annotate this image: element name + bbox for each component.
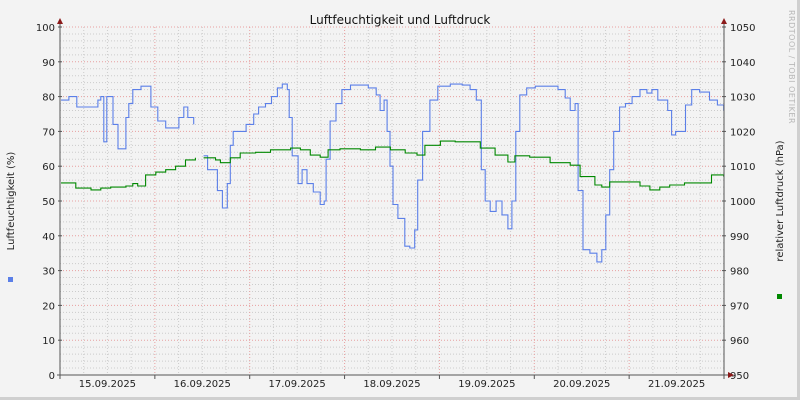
y-tick-label: 20	[42, 301, 55, 312]
y-tick-label: 70	[42, 127, 55, 138]
y2-tick-label: 960	[730, 336, 749, 347]
y2-tick-label: 1010	[730, 162, 755, 173]
y-tick-label: 10	[42, 336, 55, 347]
y-tick-label: 90	[42, 58, 55, 69]
x-tick-label: 16.09.2025	[174, 379, 231, 390]
y-tick-label: 80	[42, 93, 55, 104]
legend-pressure-swatch	[777, 294, 782, 299]
series-lines	[61, 83, 725, 263]
pressure-line	[61, 140, 725, 191]
y2-tick-label: 1030	[730, 93, 755, 104]
tick-labels: 0102030405060708090100950960970980990100…	[36, 23, 756, 390]
y-tick-label: 0	[49, 371, 55, 382]
legend-humidity-swatch	[8, 277, 13, 282]
x-tick-label: 20.09.2025	[553, 379, 610, 390]
humidity-line	[61, 83, 725, 263]
y2-tick-label: 1000	[730, 197, 755, 208]
x-tick-label: 18.09.2025	[363, 379, 420, 390]
y-tick-label: 100	[36, 23, 55, 34]
y2-tick-label: 1040	[730, 58, 755, 69]
y2-axis-label: relativer Luftdruck (hPa)	[775, 140, 786, 261]
y2-tick-label: 970	[730, 301, 749, 312]
x-tick-label: 15.09.2025	[79, 379, 136, 390]
y2-tick-label: 1020	[730, 127, 755, 138]
y2-axis-arrow	[721, 18, 727, 24]
grid	[60, 26, 724, 376]
x-tick-label: 21.09.2025	[648, 379, 705, 390]
y-tick-label: 60	[42, 162, 55, 173]
axes	[57, 18, 734, 379]
y2-tick-label: 950	[730, 371, 749, 382]
x-axis-arrow	[728, 372, 734, 378]
y-axis-arrow	[57, 18, 63, 24]
watermark: RRDTOOL / TOBI OETIKER	[787, 10, 796, 124]
y-tick-label: 40	[42, 232, 55, 243]
y-axis-label: Luftfeuchtigkeit (%)	[6, 152, 17, 251]
x-tick-label: 17.09.2025	[269, 379, 326, 390]
y2-tick-label: 1050	[730, 23, 755, 34]
y-tick-label: 30	[42, 267, 55, 278]
x-tick-label: 19.09.2025	[458, 379, 515, 390]
y2-tick-label: 980	[730, 267, 749, 278]
y2-tick-label: 990	[730, 232, 749, 243]
y-tick-label: 50	[42, 197, 55, 208]
chart-title: Luftfeuchtigkeit und Luftdruck	[310, 13, 491, 27]
